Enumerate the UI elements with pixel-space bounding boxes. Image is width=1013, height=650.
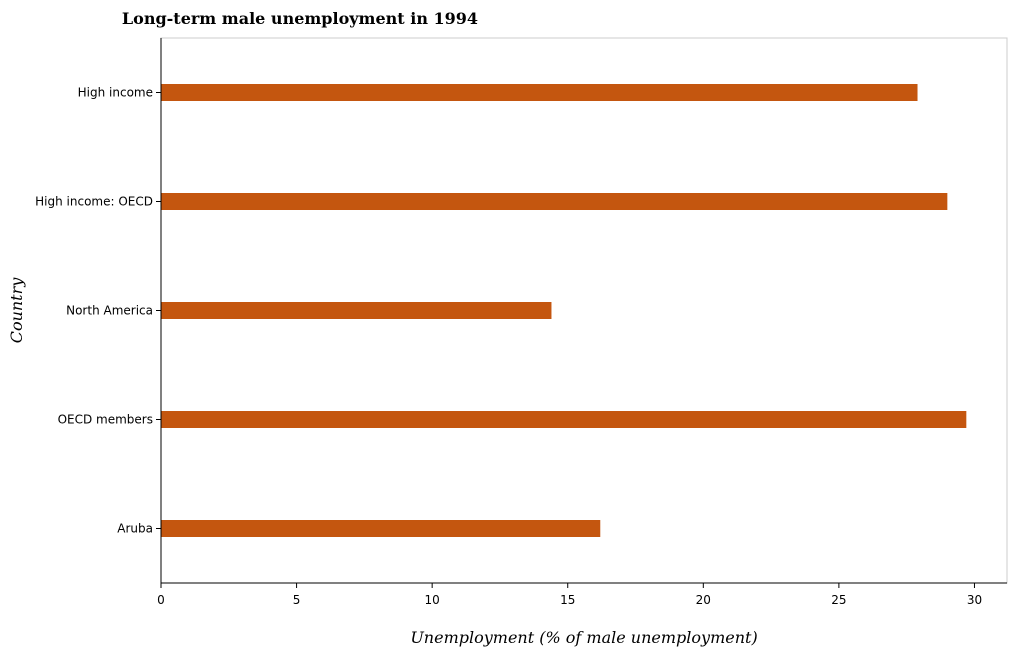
bar-north-america (161, 302, 552, 319)
x-tick-label: 15 (560, 593, 575, 607)
bar-high-income (161, 84, 918, 101)
x-tick-label: 20 (696, 593, 711, 607)
x-tick-label: 10 (425, 593, 440, 607)
bar-aruba (161, 520, 601, 537)
x-axis-label: Unemployment (% of male unemployment) (410, 628, 757, 647)
bars-group (161, 84, 967, 537)
y-tick-label: OECD members (58, 413, 153, 427)
bar-high-income-oecd (161, 193, 948, 210)
x-tick-label: 0 (157, 593, 165, 607)
x-axis-ticks: 0 5 10 15 20 25 30 (157, 583, 982, 607)
y-axis-label: Country (7, 277, 26, 344)
x-tick-label: 30 (967, 593, 982, 607)
y-tick-label: Aruba (117, 522, 153, 536)
y-tick-label: North America (66, 304, 153, 318)
y-tick-label: High income: OECD (35, 195, 153, 209)
bar-oecd-members (161, 411, 967, 428)
x-tick-label: 25 (831, 593, 846, 607)
y-tick-label: High income (78, 86, 153, 100)
y-axis-ticks: High income High income: OECD North Americ… (35, 86, 161, 536)
chart-title: Long-term male unemployment in 1994 (122, 9, 478, 28)
x-tick-label: 5 (293, 593, 301, 607)
